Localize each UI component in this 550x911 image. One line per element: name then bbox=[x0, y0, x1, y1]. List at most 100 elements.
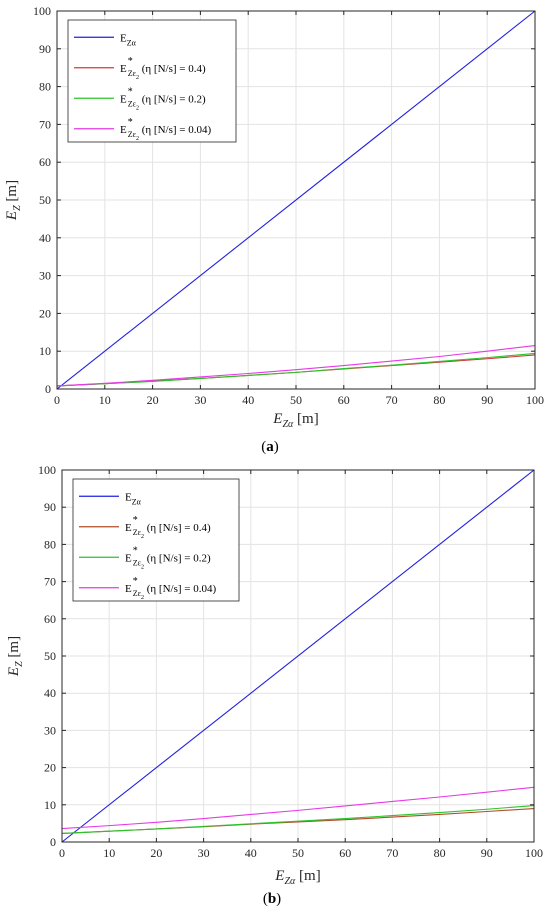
y-tick-label: 100 bbox=[38, 463, 56, 477]
legend-entry-main: E bbox=[125, 583, 132, 595]
x-tick-label: 90 bbox=[481, 393, 493, 407]
legend-entry-2: E* Zε2 (η [N/s] = 0.2) bbox=[120, 86, 206, 111]
y-tick-label: 50 bbox=[39, 193, 51, 207]
caption-close: ) bbox=[276, 891, 281, 907]
series-line-2 bbox=[56, 352, 536, 387]
legend-box bbox=[67, 19, 237, 143]
caption-letter: b bbox=[268, 891, 276, 907]
legend-entry-main: E bbox=[125, 552, 132, 564]
legend-entry-main: E bbox=[120, 63, 127, 75]
legend-entry-subscript2: 2 bbox=[141, 534, 144, 540]
legend-entry-main: E bbox=[120, 32, 127, 44]
grid bbox=[61, 469, 535, 843]
y-tick-label: 40 bbox=[39, 231, 51, 245]
y-tick-label: 0 bbox=[45, 382, 51, 396]
legend-entry-superscript: * bbox=[128, 117, 133, 128]
x-tick-label: 10 bbox=[99, 393, 111, 407]
legend-entry-tail: (η [N/s] = 0.2) bbox=[139, 93, 206, 105]
legend-entry-2: E* Zε2 (η [N/s] = 0.2) bbox=[125, 545, 211, 570]
x-tick-label: 30 bbox=[194, 393, 206, 407]
series-line-3 bbox=[61, 786, 535, 830]
x-axis-label-symbol: E bbox=[272, 411, 282, 427]
legend-entry-subscript: Zε bbox=[133, 558, 142, 567]
series-line-0 bbox=[56, 10, 536, 390]
y-tick-label: 100 bbox=[33, 4, 51, 18]
series-line-3 bbox=[56, 344, 536, 387]
legend-entry-main: E bbox=[120, 93, 127, 105]
x-tick-label: 100 bbox=[525, 846, 543, 860]
y-axis-label-subscript: Z bbox=[14, 661, 25, 667]
x-axis-label-unit: [m] bbox=[295, 868, 320, 884]
x-tick-label: 40 bbox=[242, 393, 254, 407]
x-tick-label: 20 bbox=[150, 846, 162, 860]
x-tick-label: 0 bbox=[54, 393, 60, 407]
x-tick-label: 60 bbox=[338, 393, 350, 407]
legend-entry-superscript: * bbox=[133, 515, 138, 526]
x-tick-label: 90 bbox=[481, 846, 493, 860]
y-tick-label: 10 bbox=[39, 344, 51, 358]
caption-letter: a bbox=[266, 439, 274, 455]
y-tick-label: 70 bbox=[39, 117, 51, 131]
legend-entry-subscript2: 2 bbox=[141, 595, 144, 601]
legend-entry-tail: (η [N/s] = 0.04) bbox=[144, 583, 216, 595]
legend-box bbox=[72, 478, 240, 602]
legend-entry-subscript: Zε bbox=[128, 99, 137, 108]
x-tick-label: 50 bbox=[292, 846, 304, 860]
x-tick-label: 10 bbox=[103, 846, 115, 860]
x-axis-label: EZα [m] bbox=[272, 411, 318, 430]
y-tick-label: 60 bbox=[39, 155, 51, 169]
y-axis-label-unit: [m] bbox=[6, 636, 22, 661]
legend-entry-subscript: Zε bbox=[133, 589, 142, 598]
legend-entry-tail: (η [N/s] = 0.4) bbox=[144, 522, 211, 534]
y-tick-label: 20 bbox=[44, 761, 56, 775]
legend-entry-subscript2: 2 bbox=[136, 105, 139, 111]
x-axis-label-unit: [m] bbox=[293, 411, 318, 427]
y-tick-label: 30 bbox=[39, 269, 51, 283]
caption-close: ) bbox=[274, 439, 279, 455]
x-tick-label: 30 bbox=[198, 846, 210, 860]
x-tick-label: 20 bbox=[147, 393, 159, 407]
y-tick-label: 20 bbox=[39, 306, 51, 320]
legend-entry-1: E* Zε2 (η [N/s] = 0.4) bbox=[125, 515, 211, 540]
legend-entry-superscript: * bbox=[128, 56, 133, 67]
x-axis-label-subscript: Zα bbox=[284, 876, 296, 887]
y-tick-label: 50 bbox=[44, 649, 56, 663]
x-tick-label: 0 bbox=[59, 846, 65, 860]
legend-entry-subscript: Zα bbox=[127, 38, 137, 47]
legend-entry-subscript2: 2 bbox=[136, 75, 139, 81]
y-axis-label-unit: [m] bbox=[4, 180, 20, 205]
y-tick-label: 80 bbox=[39, 80, 51, 94]
y-tick-label: 30 bbox=[44, 723, 56, 737]
y-tick-label: 60 bbox=[44, 612, 56, 626]
y-tick-label: 0 bbox=[50, 835, 56, 849]
x-tick-label: 50 bbox=[290, 393, 302, 407]
legend-entry-superscript: * bbox=[133, 545, 138, 556]
legend-entry-3: E* Zε2 (η [N/s] = 0.04) bbox=[125, 576, 216, 601]
x-axis-label-symbol: E bbox=[274, 868, 284, 884]
y-axis-label-symbol: E bbox=[6, 667, 22, 677]
legend-entry-superscript: * bbox=[133, 576, 138, 587]
y-tick-label: 10 bbox=[44, 798, 56, 812]
legend-entry-0: EZα bbox=[125, 491, 142, 506]
legend-entry-tail: (η [N/s] = 0.04) bbox=[139, 124, 211, 136]
chart-panel-b: 0 10 20 30 40 50 60 70 80 90 100 0 10 20 30 40 50 60 70 80 9… bbox=[6, 463, 543, 887]
legend-entry-subscript: Zα bbox=[132, 497, 142, 506]
legend-entry-main: E bbox=[125, 522, 132, 534]
y-tick-label: 90 bbox=[39, 42, 51, 56]
x-axis-label: EZα [m] bbox=[274, 868, 320, 887]
legend-entry-1: E* Zε2 (η [N/s] = 0.4) bbox=[120, 56, 206, 81]
x-tick-label: 60 bbox=[339, 846, 351, 860]
y-tick-label: 80 bbox=[44, 537, 56, 551]
y-tick-label: 70 bbox=[44, 575, 56, 589]
legend-entry-superscript: * bbox=[128, 86, 133, 97]
y-axis-label-subscript: Z bbox=[12, 205, 23, 211]
legend-entry-0: EZα bbox=[120, 32, 137, 47]
y-axis-label: EZ [m] bbox=[4, 180, 23, 221]
x-tick-label: 100 bbox=[526, 393, 544, 407]
legend-entry-main: E bbox=[120, 124, 127, 136]
caption-open: ( bbox=[261, 439, 266, 455]
legend-entry-subscript2: 2 bbox=[136, 136, 139, 142]
chart-panel-a: 0 10 20 30 40 50 60 70 80 90 100 0 10 20 30 40 50 60 70 80 9… bbox=[4, 4, 544, 430]
y-tick-label: 90 bbox=[44, 500, 56, 514]
